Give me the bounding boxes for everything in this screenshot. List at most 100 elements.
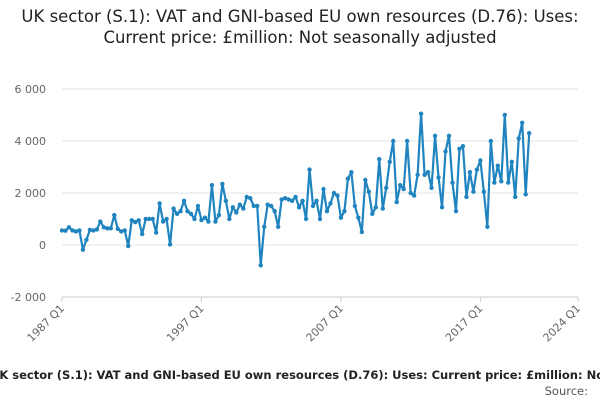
data-point [380, 206, 385, 211]
data-point [314, 198, 319, 203]
gridlines [62, 88, 578, 298]
data-point [467, 170, 473, 175]
y-tick-label: 4 000 [15, 135, 47, 148]
data-point [300, 198, 305, 203]
data-point [70, 228, 75, 233]
data-point [296, 205, 302, 210]
data-point [335, 193, 340, 198]
data-point [289, 198, 295, 203]
data-point [199, 217, 204, 223]
data-point [112, 212, 117, 218]
data-point [418, 111, 424, 116]
data-point [387, 159, 392, 164]
data-point [397, 183, 403, 188]
data-point [206, 219, 211, 224]
data-point [429, 185, 434, 190]
data-point [404, 138, 410, 144]
data-point [317, 216, 323, 222]
data-point [153, 230, 159, 235]
data-point [488, 138, 494, 144]
data-point [439, 205, 445, 210]
data-point [492, 180, 497, 185]
data-point [63, 228, 68, 233]
data-point [230, 205, 236, 210]
data-point [509, 159, 514, 164]
data-point [328, 201, 333, 206]
data-point [443, 149, 448, 154]
data-point [248, 196, 253, 201]
data-point [262, 224, 267, 229]
data-point [268, 203, 274, 209]
source-label: Source: [544, 384, 588, 398]
data-point [275, 224, 281, 229]
data-point [279, 197, 284, 202]
data-point [143, 216, 148, 222]
data-point [415, 172, 420, 177]
data-point [370, 211, 375, 216]
data-point [265, 202, 270, 207]
data-point [94, 227, 100, 232]
data-point [384, 185, 389, 190]
data-point [122, 228, 127, 233]
data-point [167, 242, 173, 247]
data-point [84, 237, 89, 242]
data-point [331, 190, 337, 196]
data-point [446, 133, 452, 138]
x-axis-ticks: 1987 Q1 1997 Q1 2007 Q1 2017 Q1 2024 Q1 [25, 297, 584, 345]
data-point [377, 157, 382, 162]
data-point [59, 228, 65, 233]
data-point [216, 212, 222, 218]
y-axis-ticks: 6 000 4 000 2 000 0 -2 000 [11, 83, 46, 304]
data-point [464, 194, 469, 200]
data-point [359, 229, 365, 235]
data-point [408, 190, 413, 196]
data-point [136, 218, 141, 223]
data-point [373, 205, 378, 210]
data-point [115, 226, 120, 232]
data-point [425, 170, 431, 175]
data-point [321, 186, 326, 192]
data-point [146, 216, 152, 222]
data-point [98, 219, 103, 224]
y-tick-label: 0 [39, 239, 46, 252]
data-point [202, 215, 208, 220]
data-point [474, 167, 480, 172]
data-point [91, 228, 96, 233]
data-point [481, 189, 487, 194]
data-point [129, 218, 134, 223]
data-point [105, 226, 110, 231]
data-point [502, 112, 507, 118]
data-point [244, 194, 249, 200]
data-point [342, 209, 347, 214]
data-point [213, 219, 218, 224]
data-point [453, 209, 459, 214]
data-point [195, 203, 201, 209]
legend-label: UK sector (S.1): VAT and GNI-based EU ow… [0, 368, 600, 382]
data-point [303, 216, 309, 222]
data-point [366, 189, 372, 194]
data-point [66, 225, 72, 230]
data-point [411, 193, 417, 198]
data-point [394, 199, 399, 205]
data-point [133, 219, 138, 225]
data-point [349, 170, 354, 175]
data-point [526, 131, 532, 136]
data-point [174, 211, 180, 216]
data-point [77, 228, 82, 233]
data-point [227, 216, 232, 222]
x-tick-label: 1997 Q1 [164, 302, 207, 345]
data-point [495, 163, 501, 168]
data-point [506, 180, 511, 185]
data-point [209, 183, 215, 188]
data-point [119, 229, 124, 234]
data-point [391, 138, 396, 144]
data-point [499, 179, 504, 184]
data-point [251, 203, 256, 209]
data-point [457, 146, 462, 151]
data-point [139, 231, 145, 237]
data-point [363, 177, 368, 183]
x-tick-label: 2024 Q1 [541, 302, 584, 345]
data-point [150, 216, 155, 222]
data-point [255, 203, 260, 209]
